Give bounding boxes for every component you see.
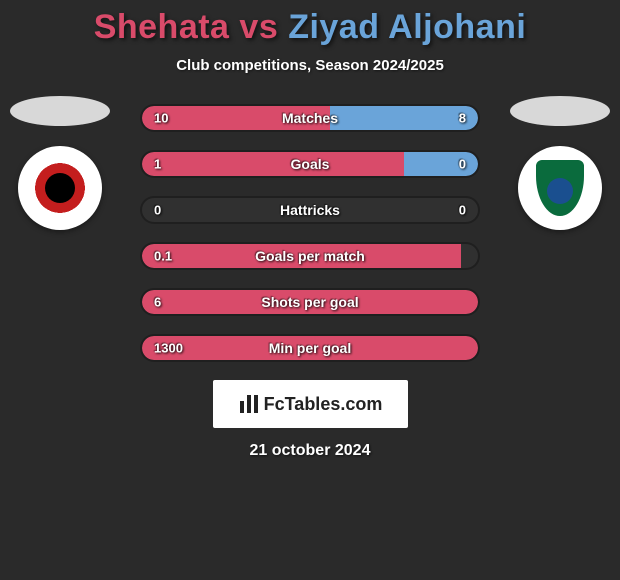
stat-label: Hattricks xyxy=(280,202,340,218)
stat-label: Goals xyxy=(291,156,330,172)
stat-bar-right-fill xyxy=(404,152,478,176)
stat-left-value: 1 xyxy=(154,157,161,172)
player-a-name: Shehata xyxy=(94,8,230,46)
comparison-panel: 10 Matches 8 1 Goals 0 0 Hattricks 0 0.1 Goals per… xyxy=(0,104,620,460)
stat-left-value: 6 xyxy=(154,295,161,310)
stat-bar: 1 Goals 0 xyxy=(140,150,480,178)
stat-right-value: 0 xyxy=(459,157,466,172)
date-label: 21 october 2024 xyxy=(0,442,620,460)
right-player-silhouette xyxy=(510,96,610,126)
stat-label: Goals per match xyxy=(255,248,365,264)
stat-bar: 0 Hattricks 0 xyxy=(140,196,480,224)
bar-chart-icon xyxy=(238,393,260,415)
stat-right-value: 0 xyxy=(459,203,466,218)
player-b-name: Ziyad Aljohani xyxy=(288,8,526,46)
stat-left-value: 10 xyxy=(154,111,168,126)
stat-bar: 10 Matches 8 xyxy=(140,104,480,132)
stat-left-value: 0.1 xyxy=(154,249,172,264)
left-player-column xyxy=(10,96,110,230)
stat-bar: 6 Shots per goal xyxy=(140,288,480,316)
stat-left-value: 1300 xyxy=(154,341,183,356)
watermark: FcTables.com xyxy=(213,380,408,428)
stat-label: Shots per goal xyxy=(261,294,358,310)
left-player-silhouette xyxy=(10,96,110,126)
stat-bar: 0.1 Goals per match xyxy=(140,242,480,270)
stat-bar: 1300 Min per goal xyxy=(140,334,480,362)
right-team-crest-icon xyxy=(528,156,592,220)
stat-bar-left-fill xyxy=(142,152,404,176)
watermark-label: FcTables.com xyxy=(264,394,383,415)
page-title: Shehata vs Ziyad Aljohani xyxy=(0,0,620,47)
stat-label: Matches xyxy=(282,110,338,126)
vs-text: vs xyxy=(229,8,288,46)
left-team-badge xyxy=(18,146,102,230)
stat-right-value: 8 xyxy=(459,111,466,126)
right-team-badge xyxy=(518,146,602,230)
stat-bars-container: 10 Matches 8 1 Goals 0 0 Hattricks 0 0.1 Goals per… xyxy=(140,104,480,362)
stat-bar-right-fill xyxy=(330,106,478,130)
stat-left-value: 0 xyxy=(154,203,161,218)
stat-label: Min per goal xyxy=(269,340,351,356)
subtitle: Club competitions, Season 2024/2025 xyxy=(0,57,620,74)
right-player-column xyxy=(510,96,610,230)
left-team-crest-icon xyxy=(28,156,92,220)
